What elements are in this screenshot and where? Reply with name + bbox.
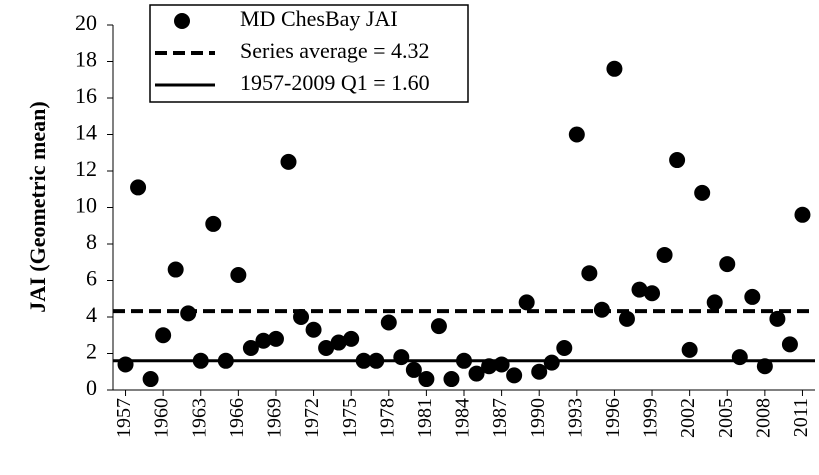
data-point	[644, 285, 661, 302]
data-point	[794, 206, 811, 223]
data-point	[380, 314, 397, 331]
y-tick-label: 6	[86, 266, 97, 291]
data-point	[368, 352, 385, 369]
y-tick-label: 18	[75, 47, 97, 72]
data-point	[280, 153, 297, 170]
y-tick-label: 12	[75, 156, 97, 181]
data-point	[481, 358, 498, 375]
data-point	[155, 327, 172, 344]
x-tick-label: 1978	[376, 398, 398, 438]
x-tick-label: 1957	[113, 398, 135, 438]
data-point	[531, 363, 548, 380]
y-tick-label: 16	[75, 83, 97, 108]
data-point	[669, 152, 686, 169]
x-tick-label: 2008	[752, 398, 774, 438]
data-point	[293, 309, 310, 325]
data-point	[418, 371, 435, 388]
data-point	[781, 336, 798, 353]
data-point	[744, 288, 761, 305]
x-tick-label: 1993	[564, 398, 586, 438]
data-point	[581, 265, 598, 282]
data-point	[180, 305, 197, 322]
data-point	[255, 332, 272, 349]
x-tick-label: 1960	[151, 398, 173, 438]
x-tick-label: 2002	[677, 398, 699, 438]
data-point	[305, 321, 322, 338]
x-tick-label: 1975	[339, 398, 361, 438]
y-tick-label: 10	[75, 193, 97, 218]
data-point	[556, 340, 573, 357]
data-point	[756, 358, 773, 375]
data-point	[217, 352, 234, 369]
data-point	[355, 352, 372, 369]
data-point	[543, 354, 560, 371]
data-point	[468, 365, 485, 382]
data-point	[606, 60, 623, 77]
data-point	[694, 184, 711, 201]
data-point	[769, 310, 786, 327]
x-tick-label: 1981	[414, 398, 436, 438]
x-tick-label: 1987	[489, 398, 511, 438]
data-point	[731, 349, 748, 366]
data-point	[506, 367, 523, 384]
x-tick-label: 1969	[264, 398, 286, 438]
x-tick-label: 1966	[226, 398, 248, 438]
legend-label: Series average = 4.32	[240, 38, 430, 63]
x-tick-label: 2005	[715, 398, 737, 438]
y-tick-label: 4	[86, 302, 97, 327]
legend-marker	[174, 13, 190, 29]
data-point	[267, 330, 284, 347]
data-point	[242, 340, 259, 357]
data-point	[593, 301, 610, 318]
data-point	[167, 261, 184, 278]
y-tick-label: 0	[86, 375, 97, 400]
data-point	[330, 334, 347, 351]
data-point	[205, 215, 222, 232]
data-point	[706, 294, 723, 311]
data-point	[142, 371, 159, 388]
x-tick-label: 1984	[452, 398, 474, 438]
data-point	[192, 352, 209, 369]
x-tick-label: 1963	[188, 398, 210, 438]
legend-label: 1957-2009 Q1 = 1.60	[240, 70, 430, 95]
data-point	[518, 294, 535, 311]
data-point	[343, 330, 360, 347]
data-point	[405, 361, 422, 378]
data-point	[393, 349, 410, 366]
data-point	[656, 246, 673, 263]
data-point	[117, 356, 134, 373]
data-point	[618, 310, 635, 327]
x-tick-label: 1996	[602, 398, 624, 438]
data-point	[443, 371, 460, 388]
y-tick-label: 20	[75, 10, 97, 35]
legend-label: MD ChesBay JAI	[240, 6, 398, 31]
data-point	[493, 356, 510, 373]
x-tick-label: 2011	[790, 398, 812, 437]
data-point	[719, 256, 736, 273]
y-tick-label: 2	[86, 339, 97, 364]
data-point	[430, 318, 447, 335]
x-tick-label: 1990	[527, 398, 549, 438]
data-point	[130, 179, 147, 196]
x-tick-label: 1972	[301, 398, 323, 438]
data-point	[681, 341, 698, 358]
data-point	[568, 126, 585, 143]
data-point	[631, 281, 648, 298]
data-point	[456, 352, 472, 369]
data-point	[230, 267, 247, 284]
y-tick-label: 14	[75, 120, 97, 145]
x-tick-label: 1999	[640, 398, 662, 438]
y-tick-label: 8	[86, 229, 97, 254]
data-point	[318, 340, 335, 357]
y-axis-label: JAI (Geometric mean)	[25, 101, 50, 312]
